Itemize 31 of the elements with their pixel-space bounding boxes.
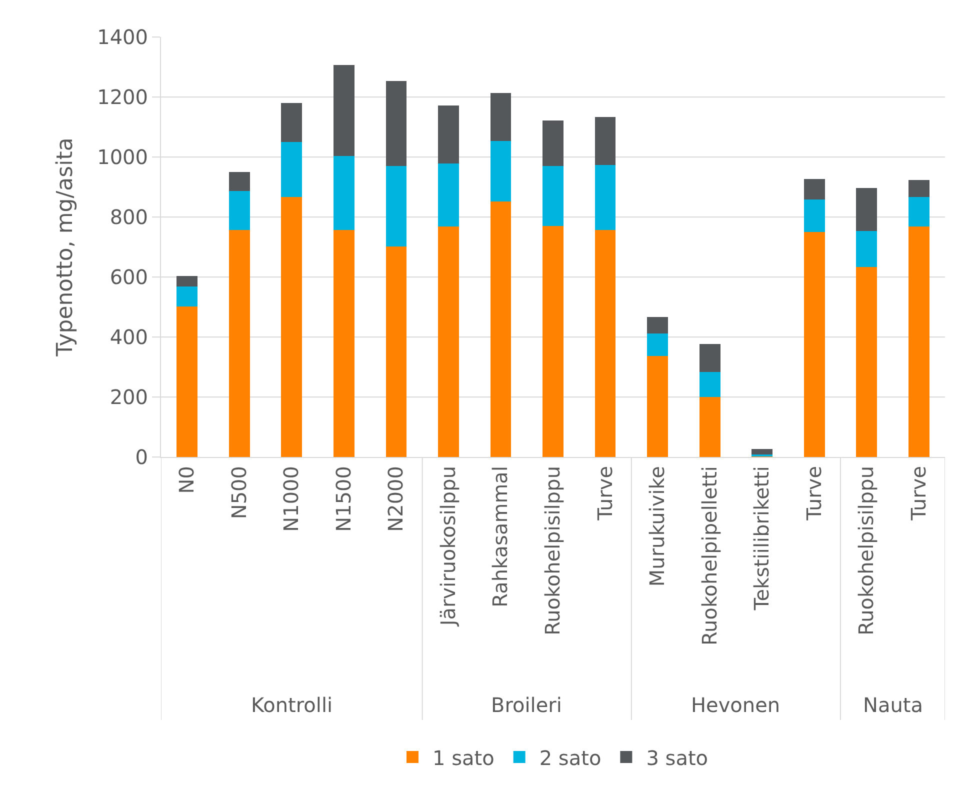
x-tick-label: N500: [226, 466, 251, 520]
legend-label: 1 sato: [432, 746, 494, 770]
text: Nauta: [863, 693, 923, 717]
y-tick-label: 400: [110, 325, 148, 349]
text: Broileri: [491, 693, 562, 717]
y-tick-label: 800: [110, 205, 148, 229]
x-tick-label: Murukuivike: [645, 466, 670, 587]
x-tick-label: Rahkasammal: [488, 466, 512, 608]
y-tick-label: 1000: [97, 145, 148, 169]
y-axis-title: Typenotto, mg/asita: [52, 138, 78, 358]
x-tick-label: N1500: [331, 466, 356, 532]
x-tick-label: Ruokohelpisilppu: [540, 466, 564, 636]
y-tick-label: 0: [135, 445, 148, 469]
x-tick-label: Ruokohelpipelletti: [697, 466, 722, 646]
y-tick-label: 1400: [97, 25, 148, 49]
legend-label: 3 sato: [646, 746, 708, 770]
text: Kontrolli: [251, 693, 333, 717]
x-tick-label: N0: [174, 466, 199, 494]
text: Hevonen: [691, 693, 780, 717]
y-tick-label: 600: [110, 265, 148, 289]
x-tick-label: Järviruokosilppu: [436, 466, 460, 628]
x-tick-label: Ruokohelpisilppu: [854, 466, 878, 636]
x-tick-label: N1000: [279, 466, 304, 532]
x-tick-label: Tekstiilibriketti: [750, 466, 774, 612]
y-tick-label: 1200: [97, 85, 148, 109]
x-tick-label: Turve: [802, 466, 826, 522]
x-tick-label: N2000: [384, 466, 408, 532]
x-tick-label: Turve: [906, 466, 930, 522]
legend-label: 2 sato: [539, 746, 602, 770]
y-tick-label: 200: [110, 385, 148, 409]
x-tick-label: Turve: [592, 466, 617, 522]
